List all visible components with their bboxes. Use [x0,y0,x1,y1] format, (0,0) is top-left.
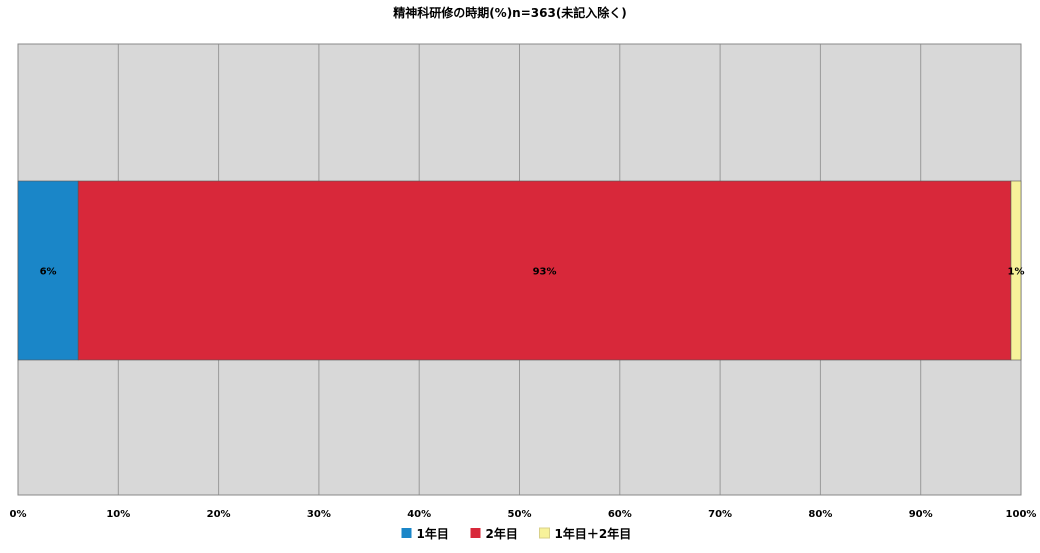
x-axis: 0% 10% 20% 30% 40% 50% 60% 70% 80% 90% 100% [10,509,1037,520]
legend-swatch [401,528,412,538]
x-tick-label: 20% [207,509,231,520]
bar-segments: 6% 93% 1% [17,180,1024,361]
legend: 1年目 2年目 1年目＋2年目 [401,526,632,541]
data-label: 6% [40,267,57,278]
x-tick-label: 80% [808,509,832,520]
legend-label: 2年目 [486,526,518,541]
x-tick-label: 10% [106,509,130,520]
bar-segment [77,180,1012,361]
x-tick-label: 40% [407,509,431,520]
x-tick-label: 90% [909,509,933,520]
x-tick-label: 30% [307,509,331,520]
x-tick-label: 70% [708,509,732,520]
x-tick-label: 50% [508,509,532,520]
bar-segment [17,180,79,361]
x-tick-label: 100% [1006,509,1037,520]
legend-swatch [470,528,481,538]
legend-label: 1年目 [417,526,449,541]
x-tick-label: 60% [608,509,632,520]
legend-label: 1年目＋2年目 [555,526,632,541]
bar-segment [1010,180,1022,361]
legend-swatch [539,527,550,539]
x-tick-label: 0% [10,509,27,520]
data-label: 1% [1007,267,1024,278]
chart-title: 精神科研修の時期(%)n=363(未記入除く) [393,5,627,20]
data-label: 93% [533,267,557,278]
